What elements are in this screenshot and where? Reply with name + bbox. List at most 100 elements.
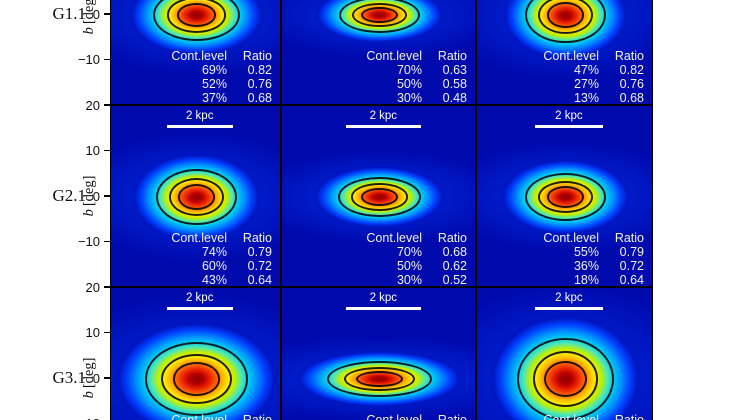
- y-axis-tick-label: 10: [85, 143, 100, 158]
- contour-level-value: 50%: [396, 77, 422, 91]
- contour-level-value: 69%: [201, 63, 227, 77]
- axis-ratio-value: 0.82: [247, 63, 272, 77]
- contour-level-value: 70%: [396, 63, 422, 77]
- axis-ratio-value: 0.76: [619, 77, 644, 91]
- map-panel-r2c3: 2 kpc Cont.level Ratio 55% 0.79 36% 0.72 18% 0.6…: [476, 105, 653, 287]
- contour-table: Cont.level Ratio: [525, 413, 644, 420]
- contour-table-header: Cont.level Ratio: [348, 231, 467, 245]
- y-axis-tick-label: 10: [85, 325, 100, 340]
- axis-ratio-value: 0.64: [619, 273, 644, 287]
- scale-bar-label: 2 kpc: [369, 292, 398, 304]
- contour-table-row: 70% 0.68: [348, 245, 467, 259]
- contour-table-header-level: Cont.level: [366, 413, 422, 420]
- scale-bar-line: [345, 125, 421, 128]
- scale-bar: 2 kpc: [345, 110, 421, 128]
- axis-ratio-value: 0.68: [619, 91, 644, 105]
- scale-bar-line: [534, 307, 603, 310]
- contour-level-value: 47%: [573, 63, 599, 77]
- axis-ratio-value: 0.68: [442, 245, 467, 259]
- contour-ellipse: [338, 0, 421, 34]
- y-axis-tick: [104, 149, 110, 152]
- contour-ellipse: [517, 338, 614, 420]
- y-axis-tick-label: −10: [77, 234, 100, 249]
- y-axis-tick: [104, 13, 110, 15]
- scale-bar: 2 kpc: [166, 110, 233, 128]
- contour-ellipse: [537, 180, 594, 214]
- axis-ratio-value: 0.58: [442, 77, 467, 91]
- contour-table-row: 13% 0.68: [525, 91, 644, 105]
- contour-table-header: Cont.level Ratio: [153, 49, 272, 63]
- contour-ellipse: [532, 351, 599, 407]
- y-axis-tick: [104, 195, 110, 197]
- scale-bar: 2 kpc: [534, 110, 603, 128]
- y-axis-tick: [104, 104, 110, 106]
- contour-level-value: 18%: [573, 273, 599, 287]
- axis-ratio-value: 0.63: [442, 63, 467, 77]
- contour-level-value: 30%: [396, 91, 422, 105]
- axis-ratio-value: 0.52: [442, 273, 467, 287]
- contour-ellipse: [155, 168, 238, 226]
- contour-ellipse: [360, 187, 399, 206]
- scale-bar-label: 2 kpc: [185, 110, 214, 122]
- contour-ellipse: [167, 0, 226, 33]
- contour-table: Cont.level Ratio: [153, 413, 272, 420]
- y-axis-tick-label: 0: [92, 370, 100, 386]
- scale-bar-line: [534, 125, 603, 128]
- contour-ellipse: [178, 184, 215, 210]
- contour-ellipse: [153, 0, 240, 41]
- map-panel-r3c1: 2 kpc Cont.level Ratio: [110, 287, 281, 420]
- contour-table-row: 18% 0.64: [525, 273, 644, 287]
- axis-ratio-value: 0.79: [619, 245, 644, 259]
- axis-ratio-value: 0.62: [442, 259, 467, 273]
- map-panel-r1c2: 2 kpcCont.levelRatio70%0.6350%0.5830%0.4…: [281, 0, 476, 105]
- contour-ellipse: [337, 176, 422, 217]
- contour-table-row: 43% 0.64: [153, 273, 272, 287]
- contour-table-header: Cont.level Ratio: [525, 413, 644, 420]
- axis-ratio-value: 0.76: [247, 77, 272, 91]
- contour-table: Cont.level Ratio 55% 0.79 36% 0.72 18% 0.64: [525, 231, 644, 287]
- map-panel-r2c1: 2 kpc Cont.level Ratio 74% 0.79 60% 0.72 43% 0.6…: [110, 105, 281, 287]
- contour-table-row: 52% 0.76: [153, 77, 272, 91]
- y-axis-tick: [104, 377, 110, 379]
- contour-ellipse: [343, 366, 416, 392]
- contour-table-row: 30% 0.48: [348, 91, 467, 105]
- contour-ellipse: [538, 0, 593, 35]
- contour-table-header-ratio: Ratio: [437, 231, 467, 245]
- contour-table: Cont.level Ratio 74% 0.79 60% 0.72 43% 0.64: [153, 231, 272, 287]
- contour-level-value: 36%: [573, 259, 599, 273]
- contour-level-value: 60%: [201, 259, 227, 273]
- contour-table-row: 36% 0.72: [525, 259, 644, 273]
- y-axis-tick: [104, 286, 110, 288]
- contour-ellipse: [161, 353, 232, 405]
- contour-ellipse: [355, 370, 404, 388]
- contour-table-row: 70% 0.63: [348, 63, 467, 77]
- map-panel-r2c2: 2 kpc Cont.level Ratio 70% 0.68 50% 0.62 30% 0.5…: [281, 105, 476, 287]
- contour-ellipse: [525, 0, 606, 44]
- y-axis-tick-label: −10: [77, 52, 100, 67]
- row-label-g3-1: G3.1: [52, 368, 86, 387]
- contour-table: Cont.level Ratio 69% 0.82 52% 0.76 37% 0.68: [153, 49, 272, 104]
- contour-ellipse: [361, 6, 398, 24]
- contour-table: Cont.level Ratio 70% 0.68 50% 0.62 30% 0.52: [348, 231, 467, 287]
- map-panel-r1c3: 2 kpcCont.levelRatio47%0.8227%0.7613%0.6…: [476, 0, 653, 105]
- contour-table-row: 60% 0.72: [153, 259, 272, 273]
- contour-table-header-ratio: Ratio: [614, 49, 644, 63]
- axis-ratio-value: 0.64: [247, 273, 272, 287]
- contour-table-header-ratio: Ratio: [242, 49, 272, 63]
- contour-table-header-level: Cont.level: [543, 49, 599, 63]
- contour-table-header-ratio: Ratio: [242, 231, 272, 245]
- contour-table-row: 55% 0.79: [525, 245, 644, 259]
- contour-table-row: 69% 0.82: [153, 63, 272, 77]
- map-panel-r3c2: 2 kpc Cont.level Ratio: [281, 287, 476, 420]
- scale-bar-label: 2 kpc: [555, 292, 583, 304]
- contour-table-header-ratio: Ratio: [437, 49, 467, 63]
- scale-bar-label: 2 kpc: [369, 110, 398, 122]
- contour-ellipse: [543, 360, 588, 398]
- contour-table-header-ratio: Ratio: [614, 413, 644, 420]
- y-axis-tick: [104, 331, 110, 334]
- contour-ellipse: [326, 360, 433, 398]
- contour-table-header: Cont.level Ratio: [525, 231, 644, 245]
- contour-table-header-level: Cont.level: [543, 413, 599, 420]
- scale-bar-line: [345, 307, 421, 310]
- contour-table-row: 74% 0.79: [153, 245, 272, 259]
